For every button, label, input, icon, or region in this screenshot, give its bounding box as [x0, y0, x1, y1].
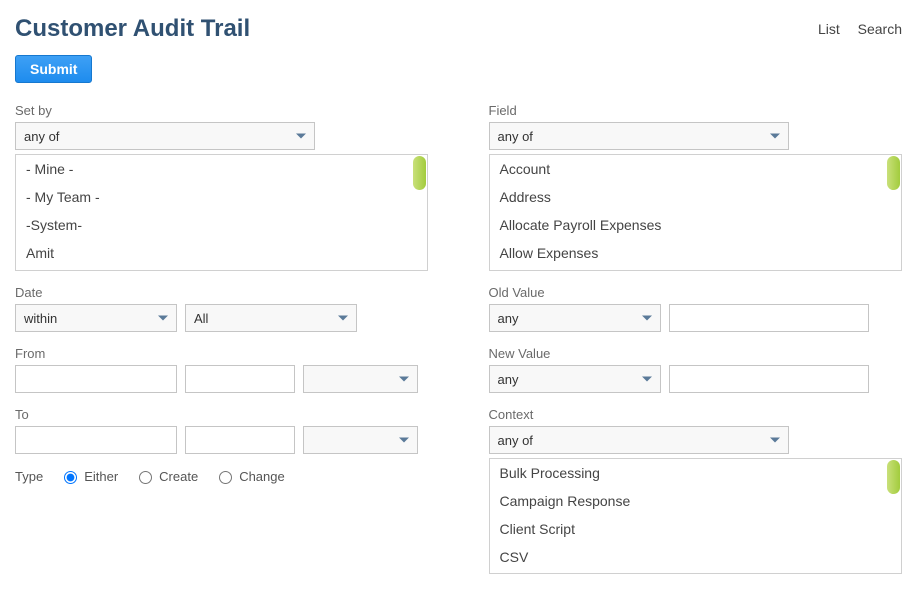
list-item[interactable]: Allocate Payroll Expenses: [490, 211, 901, 239]
list-item[interactable]: Allow Expenses: [490, 239, 901, 267]
to-label: To: [15, 407, 429, 422]
type-either-radio[interactable]: [64, 471, 77, 484]
newvalue-label: New Value: [489, 346, 903, 361]
newvalue-input[interactable]: [669, 365, 869, 393]
list-item[interactable]: - My Team -: [16, 183, 427, 211]
type-change-label: Change: [239, 469, 285, 484]
context-label: Context: [489, 407, 903, 422]
date-within-select[interactable]: within: [15, 304, 177, 332]
date-all-value: All: [194, 311, 208, 326]
field-list[interactable]: Account Address Allocate Payroll Expense…: [489, 154, 902, 271]
type-label: Type: [15, 469, 43, 484]
scrollbar-thumb[interactable]: [887, 156, 900, 190]
setby-select[interactable]: any of: [15, 122, 315, 150]
list-item[interactable]: Client Script: [490, 515, 901, 543]
setby-select-value: any of: [24, 129, 59, 144]
from-select[interactable]: [303, 365, 418, 393]
date-within-value: within: [24, 311, 57, 326]
from-label: From: [15, 346, 429, 361]
type-create-label: Create: [159, 469, 198, 484]
list-item[interactable]: Bulk Processing: [490, 459, 901, 487]
list-link[interactable]: List: [818, 21, 840, 37]
scrollbar-thumb[interactable]: [887, 460, 900, 494]
list-item[interactable]: Amit: [16, 239, 427, 267]
type-create-option[interactable]: Create: [134, 468, 198, 484]
date-all-select[interactable]: All: [185, 304, 357, 332]
setby-list[interactable]: - Mine - - My Team - -System- Amit: [15, 154, 428, 271]
search-link[interactable]: Search: [858, 21, 902, 37]
list-item[interactable]: CSV: [490, 543, 901, 571]
list-item[interactable]: Account: [490, 155, 901, 183]
list-item[interactable]: - Mine -: [16, 155, 427, 183]
setby-label: Set by: [15, 103, 429, 118]
chevron-down-icon: [296, 134, 306, 139]
chevron-down-icon: [158, 316, 168, 321]
submit-button[interactable]: Submit: [15, 55, 92, 83]
type-either-option[interactable]: Either: [59, 468, 118, 484]
oldvalue-select-value: any: [498, 311, 519, 326]
type-create-radio[interactable]: [139, 471, 152, 484]
type-change-option[interactable]: Change: [214, 468, 285, 484]
list-item[interactable]: -System-: [16, 211, 427, 239]
newvalue-select-value: any: [498, 372, 519, 387]
scrollbar-thumb[interactable]: [413, 156, 426, 190]
newvalue-select[interactable]: any: [489, 365, 661, 393]
oldvalue-label: Old Value: [489, 285, 903, 300]
chevron-down-icon: [642, 377, 652, 382]
chevron-down-icon: [642, 316, 652, 321]
chevron-down-icon: [338, 316, 348, 321]
list-item[interactable]: Campaign Response: [490, 487, 901, 515]
field-select-value: any of: [498, 129, 533, 144]
to-input-1[interactable]: [15, 426, 177, 454]
oldvalue-select[interactable]: any: [489, 304, 661, 332]
list-item[interactable]: Address: [490, 183, 901, 211]
field-label: Field: [489, 103, 903, 118]
type-change-radio[interactable]: [219, 471, 232, 484]
field-select[interactable]: any of: [489, 122, 789, 150]
chevron-down-icon: [770, 438, 780, 443]
context-select[interactable]: any of: [489, 426, 789, 454]
context-select-value: any of: [498, 433, 533, 448]
page-title: Customer Audit Trail: [15, 15, 250, 43]
from-input-2[interactable]: [185, 365, 295, 393]
to-input-2[interactable]: [185, 426, 295, 454]
context-list[interactable]: Bulk Processing Campaign Response Client…: [489, 458, 902, 574]
to-select[interactable]: [303, 426, 418, 454]
chevron-down-icon: [399, 377, 409, 382]
oldvalue-input[interactable]: [669, 304, 869, 332]
type-either-label: Either: [84, 469, 118, 484]
chevron-down-icon: [770, 134, 780, 139]
chevron-down-icon: [399, 438, 409, 443]
date-label: Date: [15, 285, 429, 300]
from-input-1[interactable]: [15, 365, 177, 393]
